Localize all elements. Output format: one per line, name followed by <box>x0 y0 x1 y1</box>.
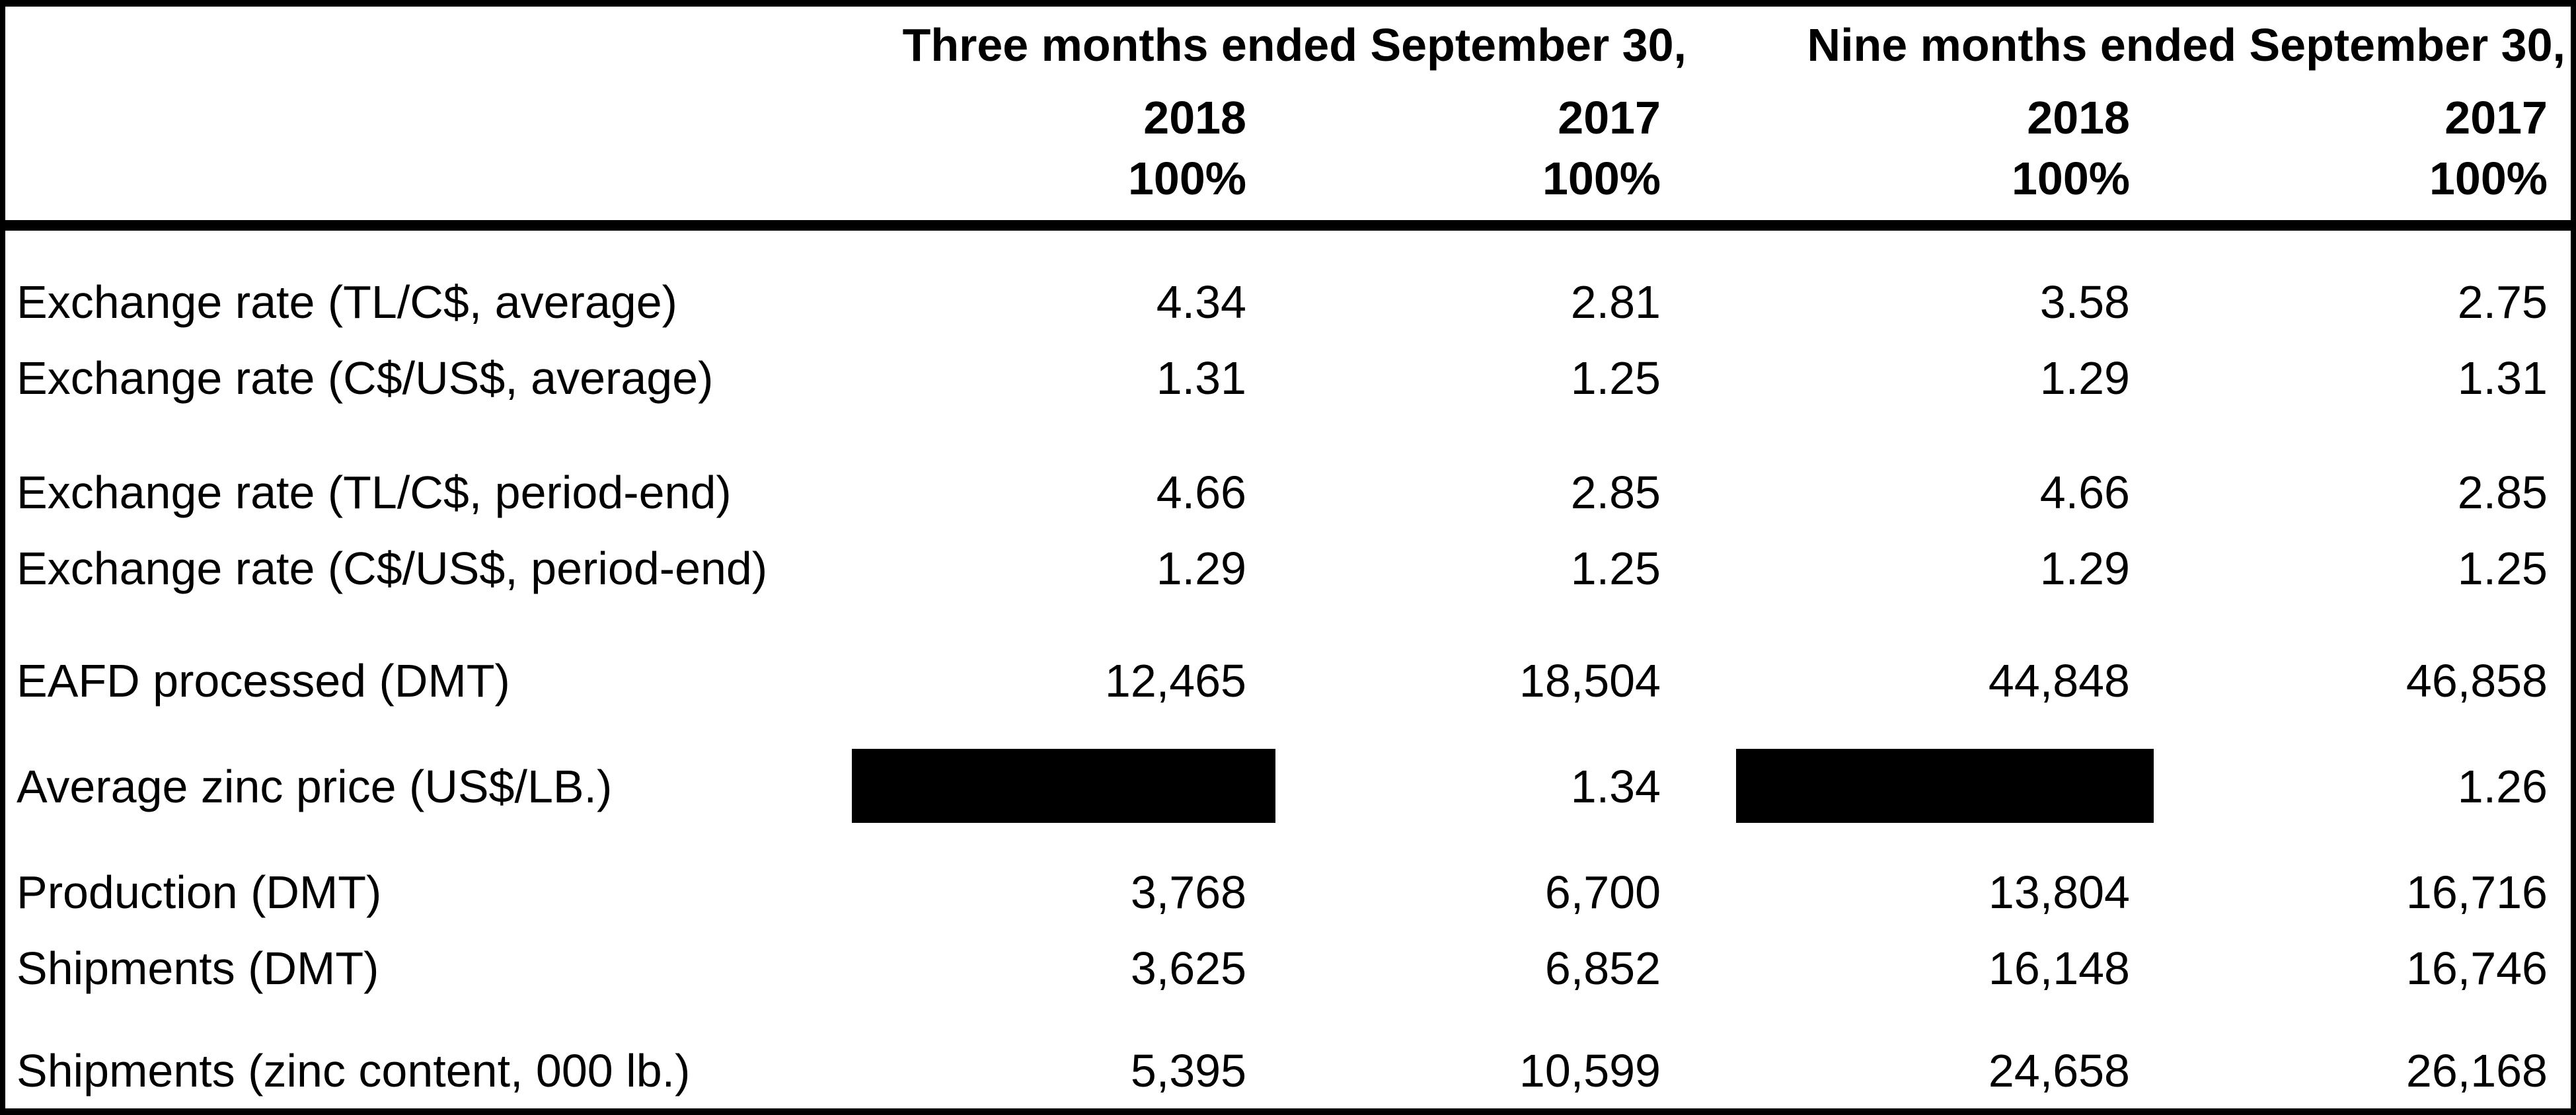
value-3m-2018: 3,625 <box>1130 942 1246 994</box>
value-3m-2018: 4.66 <box>1156 466 1246 518</box>
redaction-box <box>1736 749 2154 823</box>
value-9m-2017: 1.26 <box>2457 760 2548 812</box>
year-header-9m-2017: 2017 <box>2444 91 2548 143</box>
value-3m-2017: 18,504 <box>1519 654 1661 707</box>
row-exchange-rate-cs-uss-average: Exchange rate (C$/US$, average) 1.31 1.2… <box>5 340 2571 416</box>
value-3m-2018: 1.31 <box>1156 352 1246 404</box>
value-9m-2017: 46,858 <box>2406 654 2548 707</box>
row-eafd-processed-dmt: EAFD processed (DMT) 12,465 18,504 44,84… <box>5 642 2571 718</box>
period-group-three-months: Three months ended September 30, <box>902 19 1686 71</box>
value-3m-2018: 1.29 <box>1156 542 1246 594</box>
spacer <box>5 416 2571 454</box>
spacer <box>5 606 2571 642</box>
row-label: EAFD processed (DMT) <box>17 654 510 707</box>
value-9m-2018: 1.29 <box>2039 352 2130 404</box>
row-label: Exchange rate (C$/US$, period-end) <box>17 542 768 594</box>
value-9m-2017: 1.31 <box>2457 352 2548 404</box>
spacer <box>5 718 2571 748</box>
value-9m-2018: 13,804 <box>1988 866 2130 918</box>
value-3m-2017: 1.25 <box>1570 542 1661 594</box>
value-9m-2018: 4.66 <box>2039 466 2130 518</box>
row-label: Exchange rate (TL/C$, period-end) <box>17 466 732 518</box>
value-9m-2018: 24,658 <box>1988 1044 2130 1096</box>
row-shipments-zinc-content-000-lb: Shipments (zinc content, 000 lb.) 5,395 … <box>5 1032 2571 1108</box>
row-label: Exchange rate (C$/US$, average) <box>17 352 714 404</box>
row-label: Exchange rate (TL/C$, average) <box>17 276 677 328</box>
value-3m-2017: 6,852 <box>1544 942 1661 994</box>
redaction-box <box>852 749 1275 823</box>
header-divider-rule <box>5 220 2571 231</box>
value-9m-2018: 3.58 <box>2039 276 2130 328</box>
value-3m-2017: 10,599 <box>1519 1044 1661 1096</box>
ownership-header-3m-2018: 100% <box>1127 153 1246 204</box>
value-3m-2018: 5,395 <box>1130 1044 1246 1096</box>
row-average-zinc-price-us-lb: Average zinc price (US$/LB.) 1.34 1.26 <box>5 748 2571 824</box>
value-9m-2018: 1.29 <box>2039 542 2130 594</box>
row-label: Production (DMT) <box>17 866 382 918</box>
value-3m-2017: 2.85 <box>1570 466 1661 518</box>
value-9m-2017: 1.25 <box>2457 542 2548 594</box>
value-3m-2017: 1.34 <box>1570 760 1661 812</box>
spacer <box>5 824 2571 854</box>
value-3m-2018: 3,768 <box>1130 866 1246 918</box>
year-header-9m-2018: 2018 <box>2027 91 2130 143</box>
value-3m-2018: 4.34 <box>1156 276 1246 328</box>
value-3m-2017: 2.81 <box>1570 276 1661 328</box>
value-9m-2017: 26,168 <box>2406 1044 2548 1096</box>
value-9m-2017: 16,716 <box>2406 866 2548 918</box>
row-exchange-rate-cs-uss-period-end: Exchange rate (C$/US$, period-end) 1.29 … <box>5 530 2571 606</box>
ownership-header-9m-2017: 100% <box>2429 153 2548 204</box>
row-production-dmt: Production (DMT) 3,768 6,700 13,804 16,7… <box>5 854 2571 930</box>
ownership-header-3m-2017: 100% <box>1542 153 1661 204</box>
value-3m-2017: 1.25 <box>1570 352 1661 404</box>
year-header-3m-2017: 2017 <box>1558 91 1661 143</box>
ownership-header-9m-2018: 100% <box>2011 153 2130 204</box>
value-9m-2018: 44,848 <box>1988 654 2130 707</box>
value-9m-2017: 2.85 <box>2457 466 2548 518</box>
ownership-header-row: 100% 100% 100% 100% <box>5 152 2571 205</box>
row-exchange-rate-tl-cs-period-end: Exchange rate (TL/C$, period-end) 4.66 2… <box>5 454 2571 530</box>
spacer <box>5 1006 2571 1032</box>
year-header-row: 2018 2017 2018 2017 <box>5 83 2571 152</box>
value-9m-2018: 16,148 <box>1988 942 2130 994</box>
spacer <box>5 231 2571 264</box>
value-3m-2017: 6,700 <box>1544 866 1661 918</box>
row-label: Shipments (zinc content, 000 lb.) <box>17 1044 691 1096</box>
row-shipments-dmt: Shipments (DMT) 3,625 6,852 16,148 16,74… <box>5 930 2571 1006</box>
row-label: Average zinc price (US$/LB.) <box>17 760 613 812</box>
row-label: Shipments (DMT) <box>17 942 379 994</box>
year-header-3m-2018: 2018 <box>1143 91 1246 143</box>
value-3m-2018: 12,465 <box>1104 654 1246 707</box>
period-group-nine-months: Nine months ended September 30, <box>1807 19 2565 71</box>
row-exchange-rate-tl-cs-average: Exchange rate (TL/C$, average) 4.34 2.81… <box>5 264 2571 340</box>
value-9m-2017: 2.75 <box>2457 276 2548 328</box>
header-gap <box>5 205 2571 220</box>
period-group-header-row: Three months ended September 30, Nine mo… <box>5 7 2571 83</box>
value-9m-2017: 16,746 <box>2406 942 2548 994</box>
